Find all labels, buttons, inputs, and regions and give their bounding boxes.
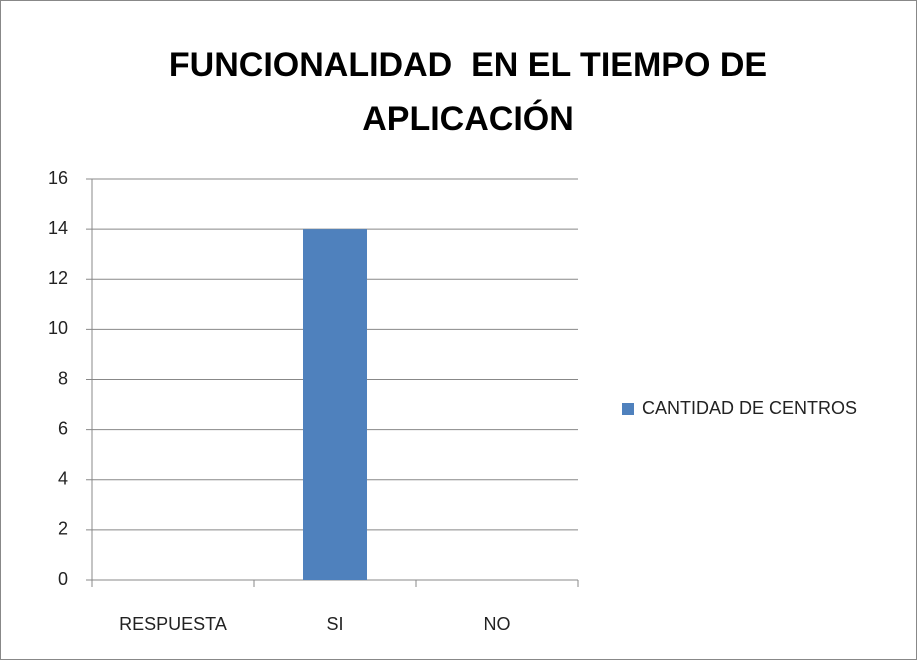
y-tick-label: 10 — [48, 318, 68, 338]
x-tick-label: NO — [484, 614, 511, 634]
y-tick-label: 0 — [58, 569, 68, 589]
y-tick-label: 4 — [58, 469, 68, 489]
y-tick-label: 8 — [58, 368, 68, 388]
y-tick-label: 12 — [48, 268, 68, 288]
x-tick-label: RESPUESTA — [119, 614, 227, 634]
y-tick-label: 6 — [58, 418, 68, 438]
chart-title: FUNCIONALIDAD EN EL TIEMPO DE APLICACIÓN — [168, 46, 776, 138]
y-tick-label: 2 — [58, 519, 68, 539]
bar — [303, 229, 367, 580]
x-tick-label: SI — [326, 614, 343, 634]
y-tick-label: 14 — [48, 218, 68, 238]
legend-swatch — [622, 403, 634, 415]
legend-label: CANTIDAD DE CENTROS — [642, 398, 857, 418]
y-tick-label: 16 — [48, 168, 68, 188]
